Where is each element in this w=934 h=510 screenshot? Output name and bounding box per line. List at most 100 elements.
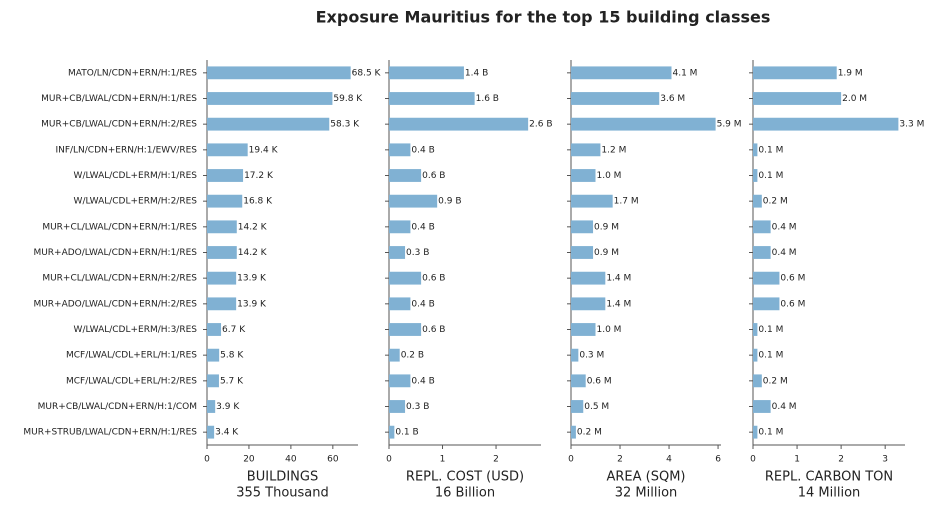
x-tick-label: 0 <box>204 455 210 465</box>
y-tick-label: MCF/LWAL/CDL+ERL/H:1/RES <box>66 351 197 361</box>
bar <box>207 374 219 388</box>
bar <box>207 117 330 131</box>
bar <box>571 66 672 80</box>
y-tick-label: W/LWAL/CDL+ERM/H:3/RES <box>74 325 198 335</box>
bar <box>753 220 771 234</box>
value-label: 0.1 M <box>758 325 783 335</box>
bar <box>389 323 422 336</box>
value-label: 2.6 B <box>529 120 552 130</box>
x-tick-label: 2 <box>493 455 499 465</box>
x-axis-total: 32 Million <box>615 486 678 501</box>
value-label: 1.6 B <box>476 94 499 104</box>
bar <box>207 425 215 439</box>
value-label: 0.3 B <box>406 402 429 412</box>
bar <box>389 374 411 388</box>
bar <box>753 271 780 285</box>
value-label: 0.1 M <box>758 171 783 181</box>
x-axis-total: 14 Million <box>798 486 861 501</box>
value-label: 19.4 K <box>249 145 279 155</box>
chart-title: Exposure Mauritius for the top 15 buildi… <box>316 8 771 27</box>
bar <box>571 220 594 234</box>
value-label: 1.4 M <box>606 299 631 309</box>
bar <box>753 92 842 105</box>
x-tick-label: 1 <box>794 455 800 465</box>
value-label: 0.2 M <box>763 376 788 386</box>
value-label: 6.7 K <box>222 325 246 335</box>
bar <box>207 66 351 80</box>
x-axis-label: REPL. COST (USD) <box>406 470 524 485</box>
bar <box>753 117 899 131</box>
bar <box>389 348 400 362</box>
bar <box>207 92 333 105</box>
bar <box>207 220 237 234</box>
bar <box>389 246 406 259</box>
value-label: 1.9 M <box>838 68 863 78</box>
bar <box>207 400 216 413</box>
value-label: 1.0 M <box>597 325 622 335</box>
bar <box>753 374 762 388</box>
value-label: 0.4 M <box>772 248 797 258</box>
value-label: 0.1 M <box>758 145 783 155</box>
value-label: 0.2 M <box>577 428 602 438</box>
bar <box>753 66 837 80</box>
x-tick-label: 4 <box>666 455 672 465</box>
value-label: 3.9 K <box>216 402 240 412</box>
value-label: 0.1 B <box>395 428 418 438</box>
x-tick-label: 2 <box>617 455 623 465</box>
value-label: 0.9 B <box>438 197 461 207</box>
y-tick-label: MUR+CB/LWAL/CDN+ERN/H:1/RES <box>41 94 197 104</box>
value-label: 0.9 M <box>594 222 619 232</box>
value-label: 1.0 M <box>597 171 622 181</box>
y-tick-label: MUR+ADO/LWAL/CDN+ERN/H:1/RES <box>33 248 197 258</box>
value-label: 0.2 B <box>401 351 424 361</box>
bar <box>753 246 771 259</box>
value-label: 3.6 M <box>660 94 685 104</box>
bar <box>753 194 762 208</box>
value-label: 0.6 M <box>780 274 805 284</box>
bar <box>753 400 771 413</box>
value-label: 14.2 K <box>238 248 268 258</box>
bar <box>571 143 601 157</box>
bar <box>753 143 758 157</box>
bar <box>753 348 758 362</box>
bar <box>571 374 586 388</box>
value-label: 0.3 M <box>579 351 604 361</box>
x-tick-label: 3 <box>882 455 888 465</box>
bar <box>207 323 222 336</box>
x-axis-total: 355 Thousand <box>236 486 329 501</box>
value-label: 0.5 M <box>584 402 609 412</box>
x-tick-label: 0 <box>386 455 392 465</box>
value-label: 0.6 B <box>422 325 445 335</box>
value-label: 13.9 K <box>237 274 267 284</box>
y-tick-label: W/LWAL/CDL+ERM/H:1/RES <box>74 171 198 181</box>
y-tick-label: MUR+CB/LWAL/CDN+ERN/H:1/COM <box>38 402 197 412</box>
x-tick-label: 1 <box>440 455 446 465</box>
value-label: 1.2 M <box>601 145 626 155</box>
y-tick-label: MUR+CL/LWAL/CDN+ERN/H:2/RES <box>42 274 197 284</box>
bar <box>207 297 237 311</box>
value-label: 5.9 M <box>717 120 742 130</box>
value-label: 5.8 K <box>220 351 244 361</box>
bar <box>207 143 248 157</box>
value-label: 68.5 K <box>352 68 382 78</box>
y-tick-label: MUR+ADO/LWAL/CDN+ERN/H:2/RES <box>33 299 197 309</box>
value-label: 0.3 B <box>406 248 429 258</box>
value-label: 0.6 B <box>422 274 445 284</box>
bar <box>207 348 220 362</box>
x-tick-label: 60 <box>327 455 339 465</box>
value-label: 14.2 K <box>238 222 268 232</box>
bar <box>753 169 758 182</box>
bar <box>389 143 411 157</box>
y-tick-label: W/LWAL/CDL+ERM/H:2/RES <box>74 197 198 207</box>
bar <box>571 297 606 311</box>
y-tick-label: MUR+STRUB/LWAL/CDN+ERN/H:1/RES <box>23 428 197 438</box>
x-tick-label: 2 <box>838 455 844 465</box>
value-label: 0.4 B <box>411 299 434 309</box>
bar <box>571 323 596 336</box>
value-label: 58.3 K <box>330 120 360 130</box>
bar <box>207 169 244 182</box>
value-label: 59.8 K <box>333 94 363 104</box>
bar <box>207 194 243 208</box>
y-tick-label: MUR+CL/LWAL/CDN+ERN/H:1/RES <box>42 222 197 232</box>
